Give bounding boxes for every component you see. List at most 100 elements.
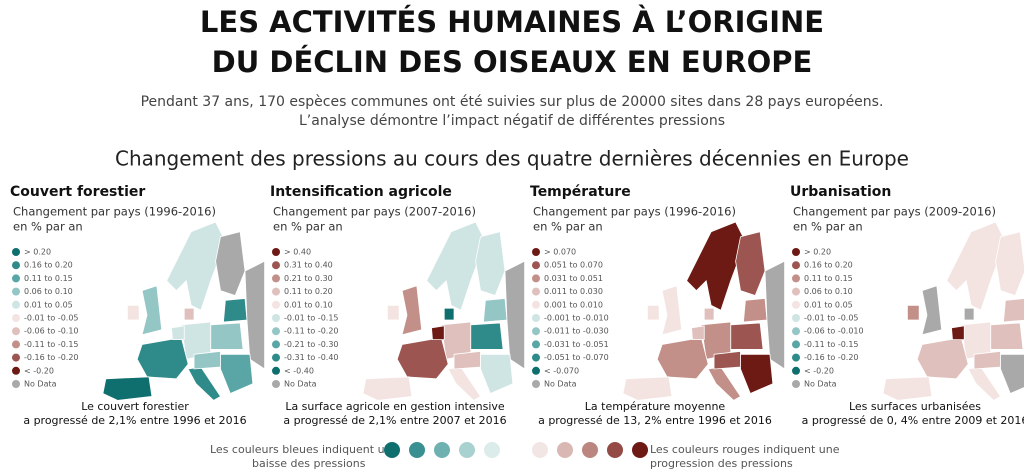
legend-swatch: [272, 287, 280, 296]
country: [916, 337, 969, 380]
legend-label: 0.011 to 0.030: [544, 287, 603, 296]
legend-label: > 0.20: [24, 248, 51, 257]
legend-swatch: [272, 314, 280, 322]
title: DU DÉCLIN DES OISEAUX EN EUROPE: [212, 45, 813, 79]
legend-label: 0.06 to 0.10: [24, 287, 73, 296]
legend-swatch: [12, 300, 20, 309]
country: [453, 350, 481, 370]
country: [426, 221, 486, 311]
legend-swatch: [532, 248, 540, 256]
legend-label: -0.011 to -0.030: [544, 327, 609, 336]
country: [470, 322, 504, 350]
legend-swatch: [532, 300, 540, 309]
legend-swatch: [532, 287, 540, 296]
legend-swatch: [792, 353, 800, 362]
map: [622, 221, 785, 401]
country: [127, 304, 140, 321]
caption: Le couvert forestier: [81, 400, 189, 413]
country: [396, 337, 449, 380]
legend-label: -0.11 to -0.15: [24, 340, 79, 349]
footer-swatch: [409, 442, 425, 458]
footer-text: progression des pressions: [650, 457, 793, 470]
legend-label: 0.001 to 0.010: [544, 300, 603, 309]
legend-label: -0.001 to -0.010: [544, 314, 609, 323]
country: [703, 307, 715, 321]
legend-swatch: [792, 287, 800, 296]
legend-label: > 0.070: [544, 248, 576, 257]
section-title: Changement des pressions au cours des qu…: [115, 147, 909, 171]
legend-label: 0.01 to 0.05: [24, 300, 73, 309]
legend-swatch: [532, 366, 540, 375]
legend-label: < -0.20: [24, 366, 54, 375]
country: [707, 366, 742, 401]
legend-label: -0.21 to -0.30: [284, 340, 339, 349]
caption: Les surfaces urbanisées: [849, 400, 981, 413]
panel-subtitle: en % par an: [533, 220, 603, 234]
legend-swatch: [12, 340, 20, 349]
legend-swatch: [532, 314, 540, 322]
caption: a progressé de 2,1% entre 2007 et 2016: [283, 414, 506, 427]
legend-swatch: [272, 366, 280, 375]
footer-swatch: [607, 442, 623, 458]
footer-swatch: [532, 442, 548, 458]
country: [743, 298, 768, 323]
country: [730, 322, 764, 350]
panel-subtitle: en % par an: [793, 220, 863, 234]
legend-label: -0.11 to -0.20: [284, 327, 339, 336]
country: [686, 221, 746, 311]
legend-swatch: [12, 380, 20, 388]
legend-swatch: [272, 261, 280, 270]
country: [210, 322, 244, 350]
country: [362, 376, 413, 401]
legend-swatch: [792, 261, 800, 270]
footer-swatch: [557, 442, 573, 458]
panel-subtitle: Changement par pays (2009-2016): [793, 205, 996, 219]
legend-label: < -0.40: [284, 366, 314, 375]
legend-label: 0.21 to 0.30: [284, 274, 333, 283]
legend-swatch: [792, 314, 800, 322]
country: [244, 260, 265, 370]
legend-label: -0.06 to -0.010: [804, 327, 864, 336]
map: [882, 221, 1024, 401]
legend-swatch: [792, 248, 800, 256]
legend-label: No Data: [284, 380, 317, 389]
legend-label: -0.11 to -0.15: [804, 340, 859, 349]
legend-swatch: [272, 300, 280, 309]
map: [362, 221, 525, 401]
legend-label: No Data: [544, 380, 577, 389]
country: [622, 376, 673, 401]
legend-label: < -0.070: [544, 366, 579, 375]
legend-swatch: [12, 327, 20, 336]
legend-label: -0.01 to -0.05: [24, 314, 79, 323]
legend-label: < -0.20: [804, 366, 834, 375]
legend-swatch: [272, 248, 280, 256]
legend-label: -0.031 to -0.051: [544, 340, 609, 349]
legend-swatch: [12, 261, 20, 270]
legend-label: 0.01 to 0.10: [284, 300, 333, 309]
legend-swatch: [272, 353, 280, 362]
caption: a progressé de 13, 2% entre 1996 et 2016: [538, 414, 772, 427]
caption: a progressé de 0, 4% entre 2009 et 2016: [802, 414, 1024, 427]
country: [740, 353, 774, 395]
country: [141, 285, 163, 336]
legend-label: > 0.40: [284, 248, 311, 257]
legend-label: -0.01 to -0.05: [804, 314, 859, 323]
panel-title: Intensification agricole: [270, 184, 452, 200]
caption: La surface agricole en gestion intensive: [285, 400, 505, 413]
legend-label: 0.051 to 0.070: [544, 261, 603, 270]
country: [764, 260, 785, 370]
panel-title: Urbanisation: [790, 184, 891, 200]
legend-swatch: [792, 274, 800, 283]
legend-swatch: [12, 366, 20, 375]
footer-text: Les couleurs bleues indiquent une: [210, 443, 399, 456]
country: [136, 337, 189, 380]
country: [735, 231, 766, 296]
country: [661, 285, 683, 336]
footer-swatch: [434, 442, 450, 458]
legend-swatch: [792, 300, 800, 309]
panel-subtitle: Changement par pays (1996-2016): [533, 205, 736, 219]
legend-swatch: [532, 353, 540, 362]
country: [951, 325, 965, 340]
legend-swatch: [532, 274, 540, 283]
country: [656, 337, 709, 380]
